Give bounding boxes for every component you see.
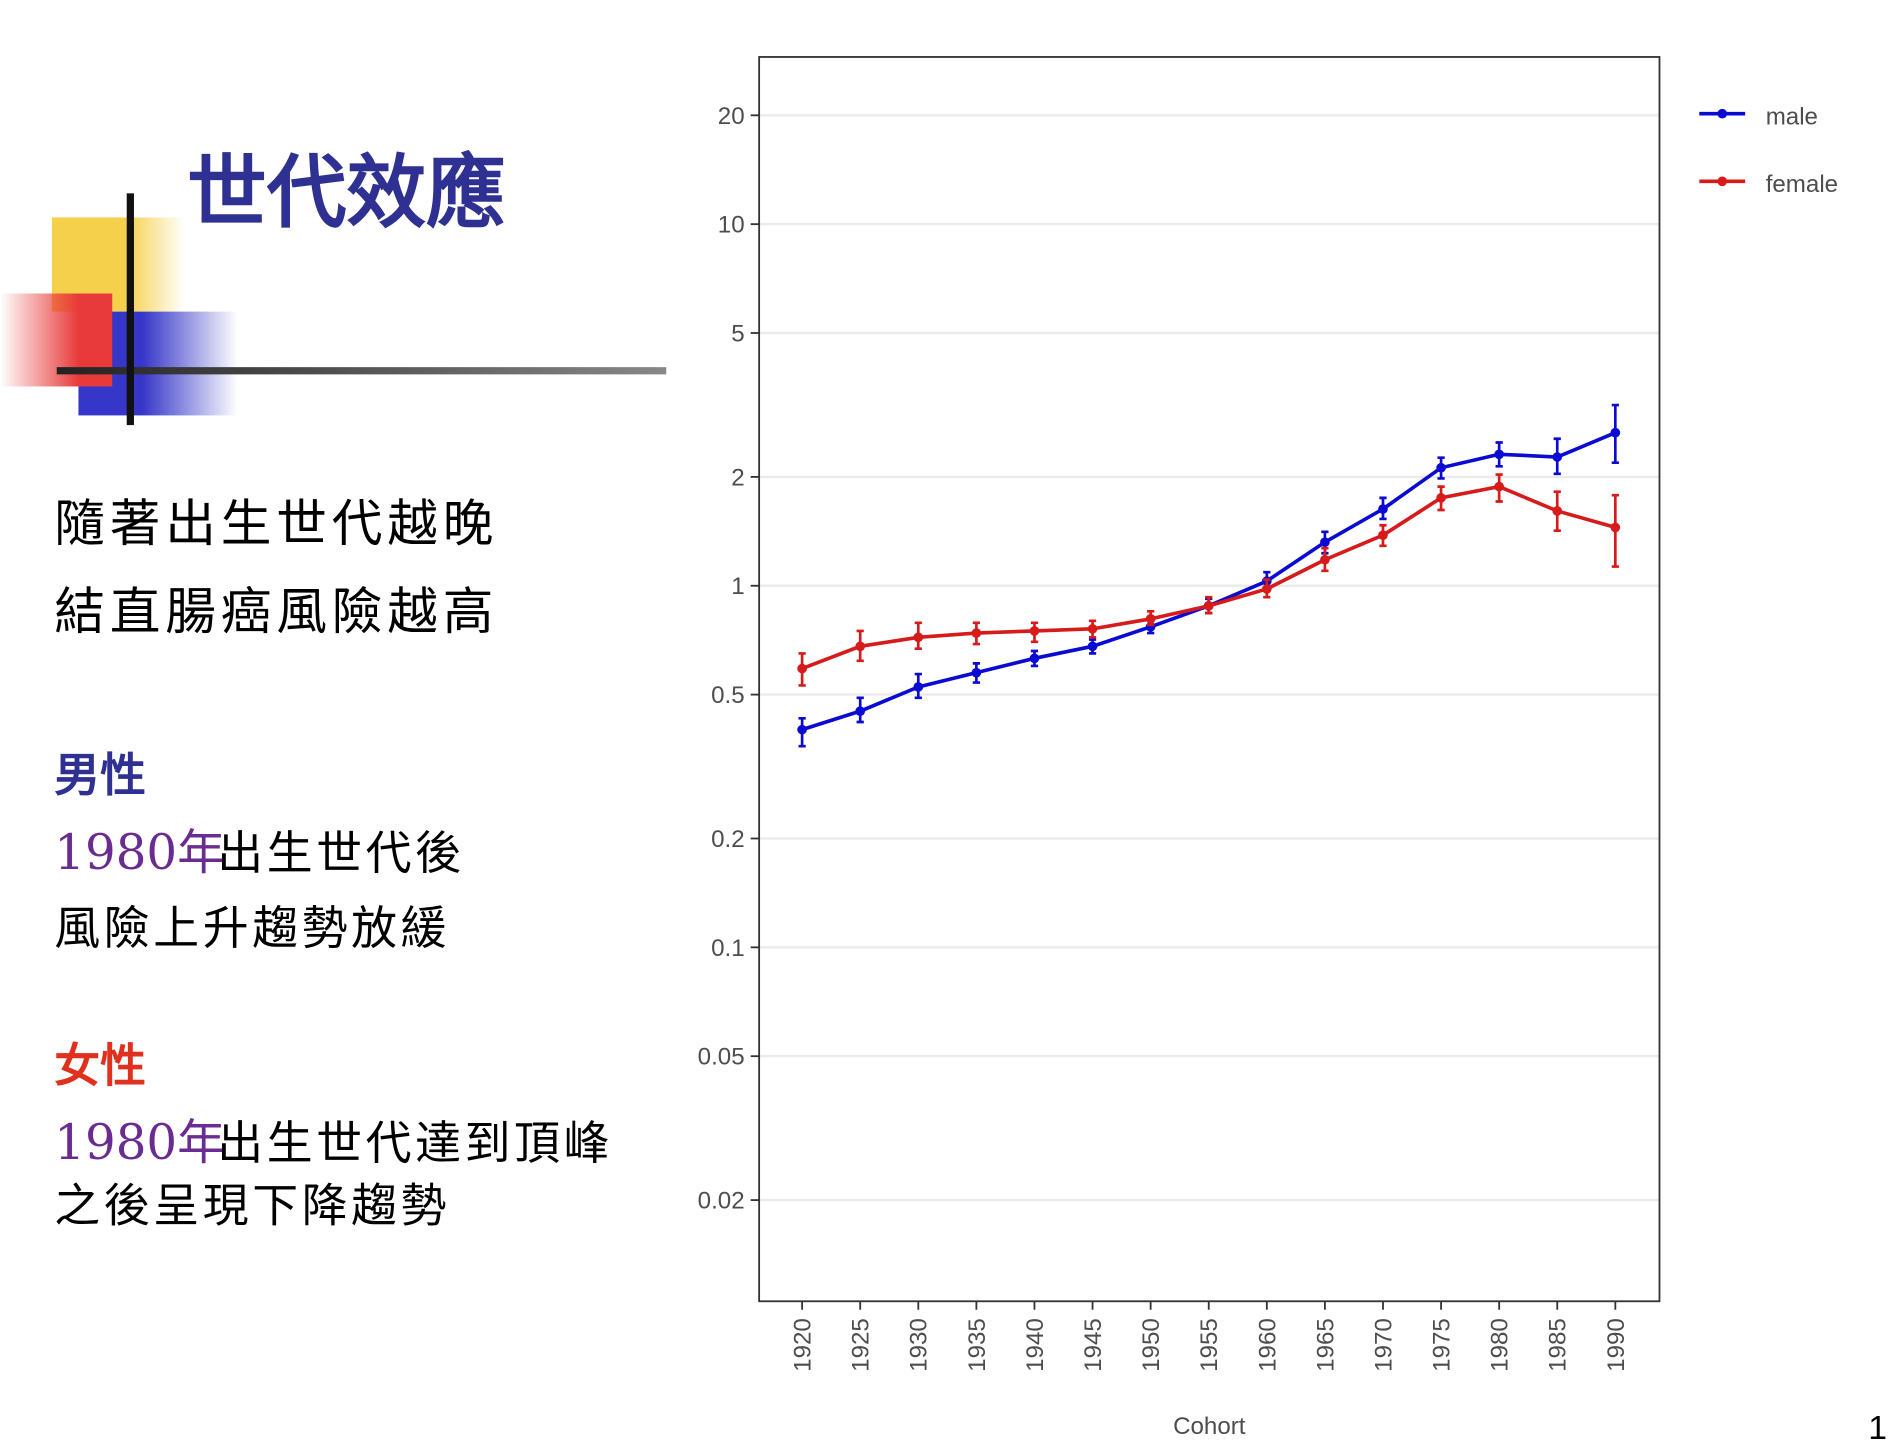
y-tick-label: 0.2	[711, 826, 745, 853]
y-tick-label: 0.1	[711, 935, 745, 962]
female-year: 1980年	[54, 1115, 225, 1171]
x-tick-label: 1935	[964, 1318, 991, 1372]
x-tick-label: 1975	[1429, 1318, 1456, 1372]
point	[1378, 504, 1388, 514]
x-axis-label: Cohort	[1173, 1413, 1246, 1440]
x-tick-label: 1990	[1603, 1318, 1630, 1372]
x-tick-label: 1945	[1080, 1318, 1107, 1372]
x-tick-label: 1970	[1370, 1318, 1397, 1372]
page-number: 1	[1868, 1409, 1887, 1447]
legend-label: male	[1766, 104, 1818, 131]
male-year: 1980年	[54, 825, 225, 881]
x-tick-label: 1985	[1545, 1318, 1572, 1372]
x-tick-label: 1930	[906, 1318, 933, 1372]
point	[1029, 626, 1040, 636]
point	[797, 663, 807, 674]
female-heading: 女性	[54, 1039, 146, 1093]
point	[1378, 530, 1388, 541]
y-tick-label: 0.02	[698, 1188, 745, 1215]
y-tick-label: 2	[731, 464, 744, 491]
x-tick-label: 1960	[1254, 1318, 1281, 1372]
point	[1494, 449, 1504, 460]
y-tick-label: 10	[718, 212, 745, 239]
x-tick-label: 1925	[848, 1318, 875, 1372]
intro-line: 結直腸癌風險越高	[54, 582, 498, 641]
legend-key	[1717, 176, 1728, 187]
point	[1087, 641, 1098, 652]
point	[1610, 522, 1621, 533]
female-line: 之後呈現下降趨勢	[54, 1179, 450, 1233]
point	[1320, 554, 1330, 565]
point	[1320, 537, 1330, 547]
legend-key	[1717, 108, 1728, 119]
point	[913, 632, 924, 643]
series-line	[801, 484, 1616, 671]
x-tick-label: 1940	[1022, 1318, 1049, 1372]
deco-vline	[126, 193, 134, 426]
point	[971, 628, 982, 638]
point	[1436, 462, 1446, 473]
y-tick-label: 1	[731, 573, 744, 600]
female-line: 出生世代達到頂峰	[217, 1116, 613, 1170]
male-line: 出生世代後	[217, 826, 464, 880]
point	[1610, 427, 1621, 438]
x-tick-label: 1955	[1196, 1318, 1223, 1372]
point	[1145, 614, 1156, 624]
y-tick-label: 5	[731, 320, 744, 347]
point	[971, 667, 982, 678]
legend-label: female	[1766, 171, 1838, 198]
y-tick-label: 20	[718, 103, 745, 130]
male-line: 風險上升趨勢放緩	[54, 901, 450, 955]
y-tick-label: 0.5	[711, 682, 745, 709]
point	[1029, 653, 1040, 664]
x-tick-label: 1980	[1487, 1318, 1514, 1372]
x-tick-label: 1965	[1312, 1318, 1339, 1372]
point	[855, 641, 866, 652]
plot-frame	[758, 56, 1661, 1303]
intro-line: 隨著出生世代越晚	[54, 494, 498, 553]
point	[855, 706, 866, 716]
point	[1087, 624, 1098, 634]
point	[1261, 584, 1272, 594]
male-heading: 男性	[54, 748, 146, 802]
x-tick-label: 1950	[1138, 1318, 1165, 1372]
point	[913, 682, 924, 692]
point	[1494, 481, 1504, 492]
point	[1552, 506, 1563, 516]
slide-title: 世代效應	[187, 145, 506, 239]
deco-hline	[56, 367, 667, 375]
point	[797, 724, 807, 735]
point	[1436, 493, 1446, 503]
point	[1552, 452, 1563, 462]
y-tick-label: 0.05	[698, 1044, 745, 1071]
point	[1203, 601, 1214, 611]
x-tick-label: 1920	[790, 1318, 817, 1372]
